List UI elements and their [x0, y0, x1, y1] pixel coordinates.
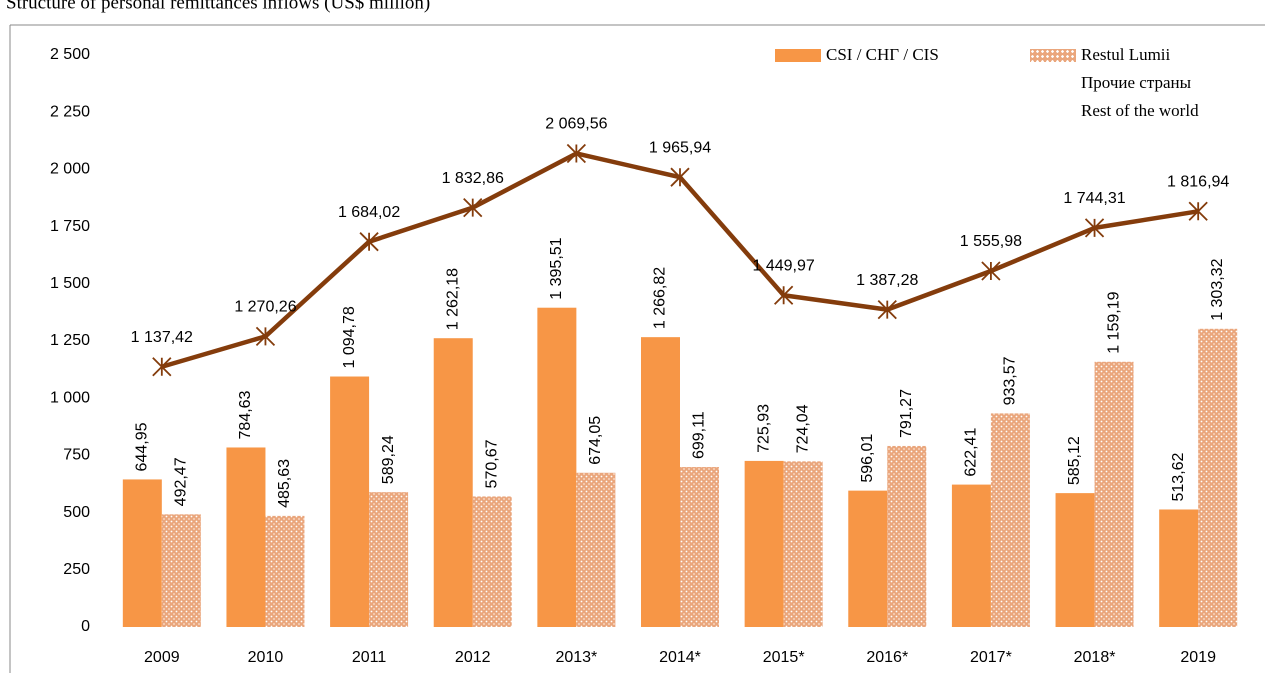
data-label: 644,95 [134, 422, 151, 471]
bar [433, 338, 473, 627]
bar [1159, 509, 1199, 627]
data-label: 1 303,32 [1209, 258, 1226, 320]
data-label: 1 159,19 [1105, 291, 1122, 353]
data-label: 570,67 [483, 439, 500, 488]
data-label: 1 965,94 [649, 139, 711, 156]
bar [576, 472, 616, 627]
y-tick-label: 2 250 [50, 103, 90, 120]
bar [951, 484, 991, 627]
data-label: 2 069,56 [545, 116, 607, 133]
y-tick-label: 750 [63, 447, 90, 464]
y-tick-label: 2 000 [50, 161, 90, 178]
x-tick-label: 2015* [763, 649, 805, 666]
bar [330, 376, 370, 627]
bar [783, 461, 823, 627]
data-label: 622,41 [963, 428, 980, 477]
marker [877, 299, 897, 320]
y-tick-label: 1 250 [50, 332, 90, 349]
data-label: 1 684,02 [338, 204, 400, 221]
data-label: 485,63 [276, 459, 293, 508]
y-tick-label: 0 [81, 618, 90, 635]
data-label: 724,04 [794, 404, 811, 453]
bar [848, 490, 888, 627]
marker [1084, 218, 1105, 238]
data-label: 1 270,26 [234, 299, 296, 316]
data-label: 1 555,98 [960, 233, 1022, 250]
x-tick-label: 2013* [555, 649, 597, 666]
data-label: 1 449,97 [752, 257, 814, 274]
y-tick-label: 1 000 [50, 389, 90, 406]
bar [1094, 361, 1134, 627]
data-label: 699,11 [691, 411, 708, 459]
data-label: 1 262,18 [444, 268, 461, 330]
y-tick-label: 250 [63, 561, 90, 578]
data-label: 725,93 [755, 404, 772, 453]
legend-label: Restul Lumii Прочие страны Rest of the w… [1081, 45, 1199, 120]
bar [122, 479, 162, 627]
bar [226, 447, 266, 627]
data-label: 1 395,51 [548, 237, 565, 299]
chart-title: Structure of personal remittances inflow… [6, 0, 430, 13]
y-tick-label: 1 500 [50, 275, 90, 292]
bar [265, 515, 305, 627]
data-label: 784,63 [237, 390, 254, 439]
legend-swatch [1030, 49, 1076, 62]
x-tick-label: 2012 [455, 649, 491, 666]
data-label: 513,62 [1170, 452, 1187, 501]
data-label: 674,05 [587, 416, 604, 465]
legend-label: CSI / СНГ / CIS [826, 45, 939, 64]
bar [472, 496, 512, 627]
data-label: 1 094,78 [341, 306, 358, 368]
x-tick-label: 2019 [1180, 649, 1216, 666]
data-label: 1 744,31 [1063, 190, 1125, 207]
bar [369, 492, 409, 627]
x-tick-label: 2018* [1074, 649, 1116, 666]
data-label: 589,24 [380, 435, 397, 484]
bar [537, 307, 577, 627]
x-tick-label: 2011 [352, 649, 387, 666]
marker [566, 143, 587, 164]
y-tick-label: 500 [63, 504, 90, 521]
bar [990, 413, 1030, 627]
legend-swatch [775, 49, 821, 62]
data-label: 1 137,42 [131, 329, 193, 346]
x-tick-label: 2016* [866, 649, 908, 666]
x-tick-label: 2017* [970, 649, 1012, 666]
marker [670, 167, 690, 187]
data-label: 1 266,82 [652, 267, 669, 329]
bar [680, 467, 719, 627]
x-tick-label: 2009 [144, 649, 180, 666]
x-tick-label: 2010 [248, 649, 284, 666]
bar [641, 337, 680, 627]
data-label: 585,12 [1066, 436, 1083, 485]
y-tick-label: 1 750 [50, 218, 90, 235]
marker [981, 261, 1001, 281]
data-label: 1 387,28 [856, 272, 918, 289]
data-label: 596,01 [859, 434, 876, 483]
data-label: 1 816,94 [1167, 174, 1229, 191]
marker [359, 232, 379, 252]
data-label: 1 832,86 [442, 170, 504, 187]
data-label: 492,47 [173, 457, 190, 506]
bar [744, 460, 784, 627]
bar [161, 514, 201, 627]
data-label: 791,27 [898, 389, 915, 438]
marker [463, 198, 483, 218]
bar [1055, 493, 1095, 627]
marker [773, 285, 794, 305]
bar [1198, 328, 1238, 627]
x-tick-label: 2014* [659, 649, 701, 666]
y-tick-label: 2 500 [50, 46, 90, 63]
data-label: 933,57 [1002, 356, 1019, 405]
bar [887, 445, 927, 627]
marker [152, 357, 172, 377]
marker [255, 326, 276, 347]
marker [1188, 201, 1208, 221]
